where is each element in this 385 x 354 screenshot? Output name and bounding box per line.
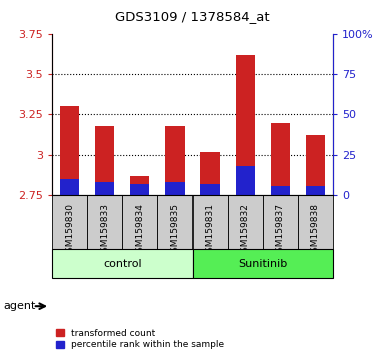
Text: GSM159831: GSM159831 bbox=[206, 203, 214, 258]
Bar bbox=[52, 195, 87, 249]
Text: control: control bbox=[103, 258, 142, 269]
Bar bbox=[122, 195, 157, 249]
Bar bbox=[130, 176, 149, 195]
Bar bbox=[201, 184, 220, 195]
Legend: transformed count, percentile rank within the sample: transformed count, percentile rank withi… bbox=[57, 329, 224, 349]
Bar bbox=[192, 249, 333, 278]
Bar bbox=[95, 126, 114, 195]
Text: GSM159835: GSM159835 bbox=[171, 203, 179, 258]
Bar bbox=[263, 195, 298, 249]
Bar bbox=[165, 182, 184, 195]
Bar bbox=[87, 195, 122, 249]
Text: GSM159830: GSM159830 bbox=[65, 203, 74, 258]
Bar bbox=[298, 195, 333, 249]
Bar bbox=[165, 126, 184, 195]
Bar bbox=[201, 152, 220, 195]
Bar bbox=[192, 195, 228, 249]
Bar bbox=[236, 166, 255, 195]
Bar bbox=[271, 122, 290, 195]
Text: GSM159838: GSM159838 bbox=[311, 203, 320, 258]
Bar bbox=[228, 195, 263, 249]
Text: GSM159833: GSM159833 bbox=[100, 203, 109, 258]
Text: GSM159832: GSM159832 bbox=[241, 203, 250, 258]
Text: Sunitinib: Sunitinib bbox=[238, 258, 287, 269]
Bar bbox=[236, 55, 255, 195]
Bar bbox=[306, 136, 325, 195]
Bar bbox=[271, 185, 290, 195]
Text: GSM159834: GSM159834 bbox=[135, 203, 144, 258]
Bar bbox=[60, 179, 79, 195]
Text: GDS3109 / 1378584_at: GDS3109 / 1378584_at bbox=[115, 10, 270, 23]
Bar bbox=[52, 249, 192, 278]
Text: agent: agent bbox=[4, 301, 36, 311]
Bar bbox=[306, 185, 325, 195]
Bar bbox=[60, 106, 79, 195]
Bar bbox=[95, 182, 114, 195]
Bar bbox=[130, 184, 149, 195]
Bar bbox=[157, 195, 192, 249]
Text: GSM159837: GSM159837 bbox=[276, 203, 285, 258]
